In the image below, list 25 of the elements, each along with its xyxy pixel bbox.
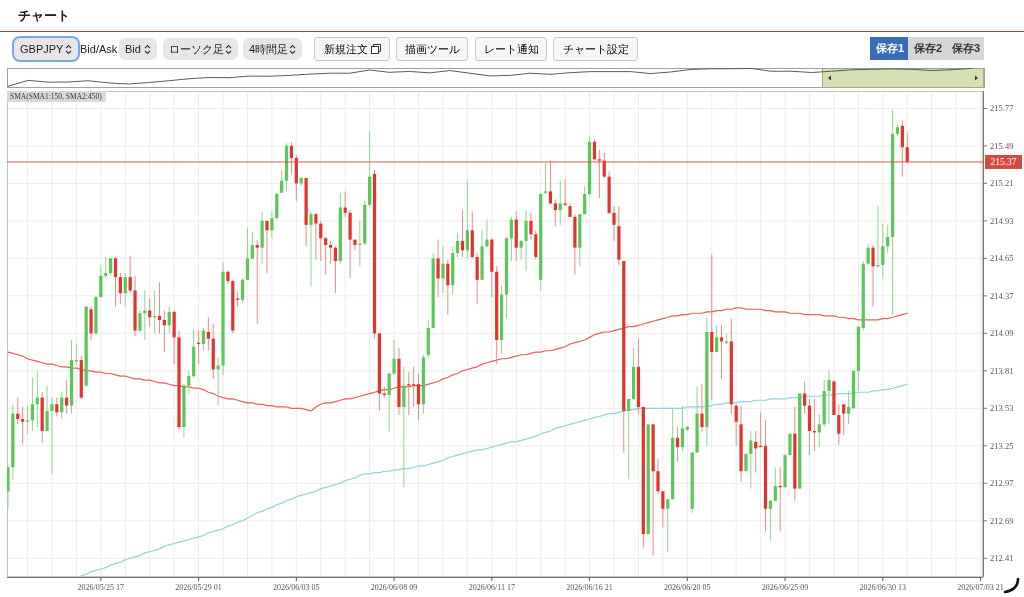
y-tick-label: 215.77 (990, 103, 1014, 114)
x-tick-label: 2026/05/25 17 (77, 583, 125, 592)
page-title: チャート (18, 7, 70, 25)
x-tick-label: 2026/06/16 21 (566, 583, 613, 592)
y-tick-label: 212.97 (990, 478, 1014, 489)
x-tick-label: 2026/06/25 09 (761, 583, 809, 592)
x-tick-label: 2026/07/03 21 (957, 583, 1004, 592)
x-tick-label: 2026/06/08 09 (370, 583, 418, 592)
y-tick-label: 212.41 (990, 553, 1014, 564)
y-tick-label: 214.93 (990, 215, 1014, 226)
ref-line-label: 215.37 (990, 157, 1017, 168)
x-tick-label: 2026/05/29 01 (175, 583, 222, 592)
y-tick-label: 215.21 (990, 178, 1014, 189)
y-tick-label: 213.53 (990, 403, 1014, 414)
y-tick-label: 214.37 (990, 290, 1014, 301)
y-tick-label: 212.69 (990, 515, 1014, 526)
x-tick-label: 2026/06/03 05 (273, 583, 320, 592)
x-tick-label: 2026/06/20 05 (664, 583, 711, 592)
y-tick-label: 215.49 (990, 140, 1014, 151)
y-tick-label: 214.09 (990, 328, 1014, 339)
x-tick-label: 2026/06/30 13 (859, 583, 907, 592)
y-tick-label: 213.81 (990, 365, 1014, 376)
y-tick-label: 213.25 (990, 440, 1014, 451)
y-tick-label: 214.65 (990, 253, 1014, 264)
x-tick-label: 2026/06/11 17 (468, 583, 515, 592)
